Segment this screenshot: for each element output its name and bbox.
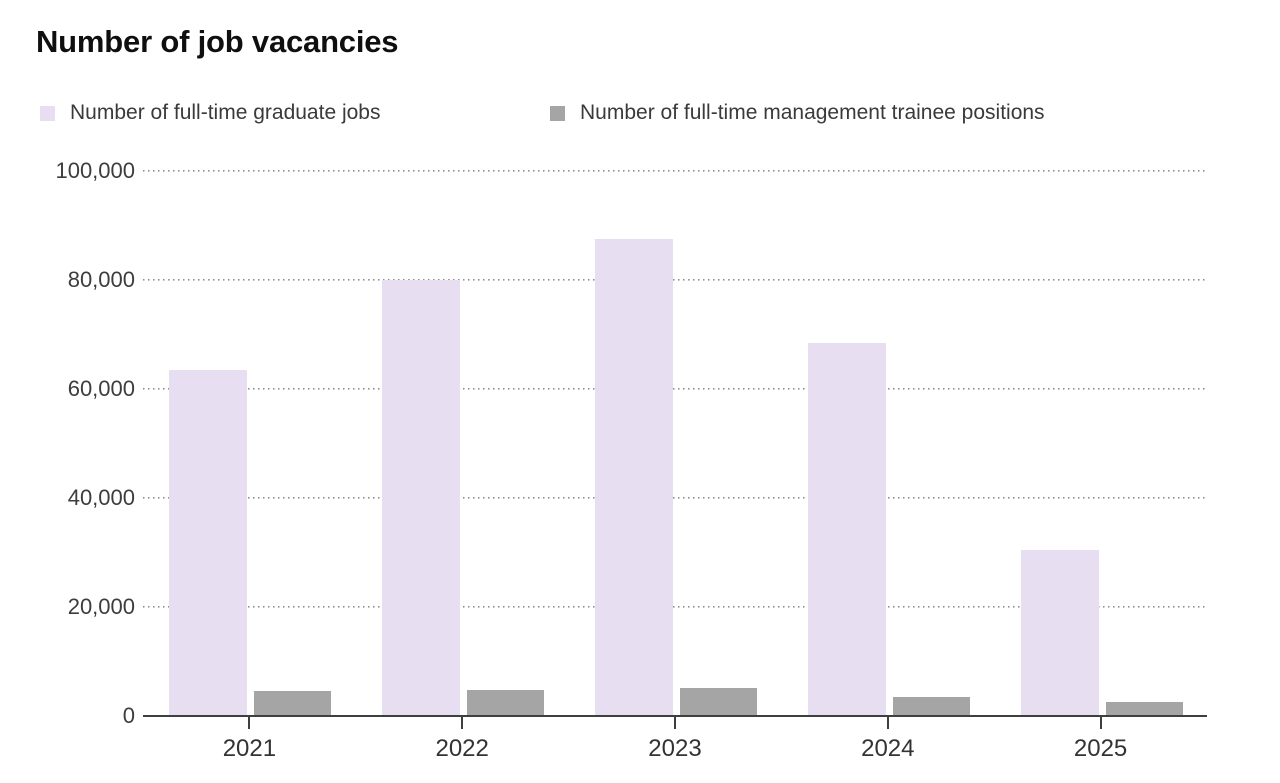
- bar-trainee-positions-2025: [1105, 702, 1183, 716]
- x-axis-label-2022: 2022: [435, 735, 489, 762]
- y-axis-label-60,000: 60,000: [67, 376, 135, 401]
- bar-trainee-positions-2023: [680, 688, 757, 716]
- x-axis-tick-2023: [674, 716, 676, 729]
- y-axis-label-0: 0: [122, 703, 135, 728]
- legend-item-trainee-positions: Number of full-time management trainee p…: [550, 101, 1045, 125]
- bar-graduate-jobs-2024: [807, 343, 886, 716]
- gridline-80,000: [143, 279, 1207, 281]
- x-axis-label-2025: 2025: [1073, 735, 1128, 762]
- bar-trainee-positions-2021: [254, 691, 332, 716]
- bar-trainee-positions-2022: [467, 690, 545, 716]
- legend-item-graduate-jobs: Number of full-time graduate jobs: [40, 101, 380, 125]
- legend-label-graduate-jobs: Number of full-time graduate jobs: [70, 101, 381, 124]
- gridline-60,000: [143, 388, 1207, 390]
- bar-trainee-positions-2024: [892, 697, 970, 716]
- x-axis-label-2023: 2023: [648, 735, 702, 762]
- y-axis-label-20,000: 20,000: [67, 594, 135, 619]
- y-axis-label-40,000: 40,000: [67, 485, 135, 510]
- bar-graduate-jobs-2025: [1020, 550, 1099, 716]
- x-axis-label-2024: 2024: [861, 735, 915, 762]
- x-axis-tick-2025: [1099, 716, 1102, 729]
- x-axis-tick-2022: [461, 716, 464, 729]
- x-axis-tick-2024: [886, 716, 889, 729]
- legend-label-trainee-positions: Number of full-time management trainee p…: [580, 101, 1045, 124]
- x-axis-label-2021: 2021: [222, 735, 277, 762]
- gridline-100,000: [143, 170, 1207, 172]
- x-axis-tick-2021: [248, 716, 251, 729]
- y-axis-label-100,000: 100,000: [55, 158, 135, 183]
- bar-graduate-jobs-2023: [595, 239, 673, 716]
- gridline-40,000: [143, 497, 1207, 499]
- chart-title: Number of job vacancies: [36, 24, 399, 59]
- gridline-20,000: [143, 606, 1207, 608]
- bar-graduate-jobs-2021: [169, 370, 248, 716]
- y-axis-label-80,000: 80,000: [67, 267, 135, 292]
- legend-swatch-trainee-positions: [550, 105, 565, 121]
- x-axis-line: [143, 715, 1207, 717]
- legend-swatch-graduate-jobs: [40, 105, 55, 121]
- bar-graduate-jobs-2022: [382, 280, 461, 716]
